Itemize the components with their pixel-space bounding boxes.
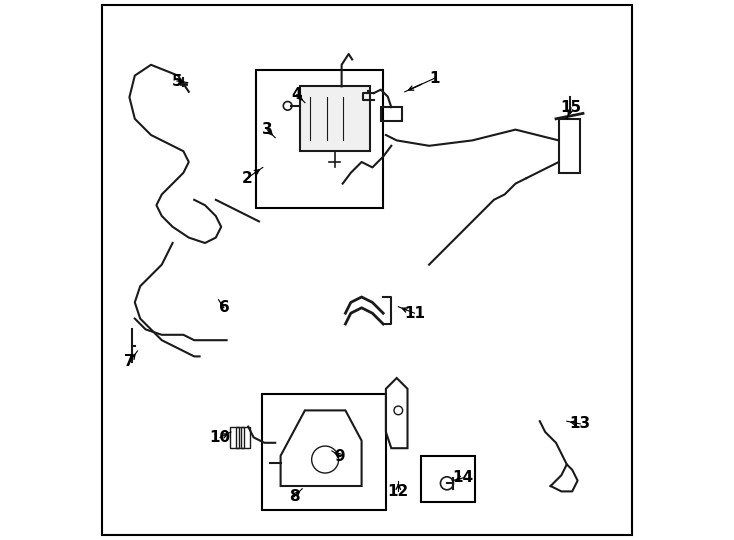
- Text: 6: 6: [219, 300, 229, 315]
- Bar: [559, 119, 581, 173]
- Text: 14: 14: [453, 470, 473, 485]
- Text: 3: 3: [262, 122, 272, 137]
- Text: 4: 4: [291, 87, 302, 102]
- Bar: [262, 394, 386, 510]
- Bar: [230, 427, 239, 448]
- Bar: [421, 456, 475, 502]
- Bar: [236, 427, 244, 448]
- Text: 13: 13: [570, 416, 591, 431]
- Text: 8: 8: [288, 489, 299, 504]
- Text: 9: 9: [335, 449, 345, 464]
- Text: 15: 15: [561, 100, 581, 116]
- Bar: [256, 70, 383, 208]
- Text: 7: 7: [124, 354, 135, 369]
- Text: 1: 1: [429, 71, 440, 86]
- Text: 12: 12: [388, 484, 409, 499]
- Bar: [241, 427, 250, 448]
- Text: 10: 10: [210, 430, 230, 445]
- Bar: [299, 86, 370, 151]
- Text: 2: 2: [241, 171, 252, 186]
- Text: 11: 11: [404, 306, 425, 321]
- Text: 5: 5: [172, 73, 182, 89]
